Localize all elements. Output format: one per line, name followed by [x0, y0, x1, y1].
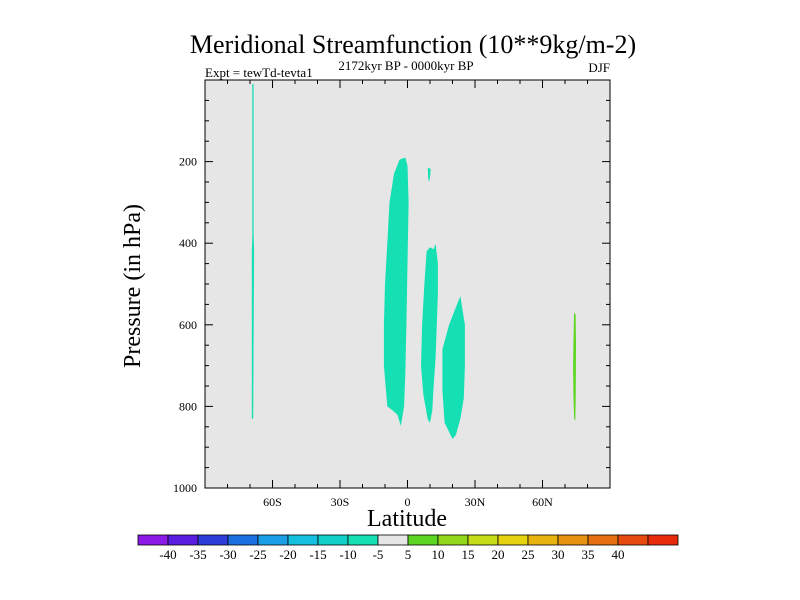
colorbar-label: -30 — [219, 547, 236, 562]
y-tick-label: 400 — [179, 236, 197, 250]
colorbar-swatch — [467, 534, 499, 546]
plot-area — [205, 80, 610, 488]
axes: 60S 30S 0 30N 60N 200 400 600 800 1000 — [173, 80, 610, 509]
y-tick-label: 800 — [179, 399, 197, 413]
colorbar-swatch — [527, 534, 559, 546]
x-tick-label: 30S — [331, 495, 350, 509]
x-axis-label: Latitude — [367, 506, 447, 532]
colorbar-label: 40 — [612, 547, 625, 562]
colorbar-label: -15 — [309, 547, 326, 562]
colorbar-label: -20 — [279, 547, 296, 562]
x-tick-label: 60N — [532, 495, 553, 509]
colorbar-label: -5 — [373, 547, 384, 562]
contour-region-negative-cell-20N — [442, 296, 465, 439]
colorbar-swatch — [227, 534, 259, 546]
x-tick-label: 60S — [263, 495, 282, 509]
y-tick-label: 1000 — [173, 481, 197, 495]
contour-region-negative-cell-10N — [421, 244, 438, 423]
contour-region-thin-negative-strip-60S — [251, 84, 255, 419]
colorbar: -40 -35 -30 -25 -20 -15 -10 -5 5 10 15 20 25 30 35 40 — [137, 534, 679, 562]
chart-title: Meridional Streamfunction (10**9kg/m-2) — [190, 30, 636, 59]
colorbar-swatch — [497, 534, 529, 546]
contour-region-equatorial-negative-cell — [383, 157, 409, 426]
colorbar-label: 15 — [462, 547, 475, 562]
colorbar-label: 35 — [582, 547, 595, 562]
y-axis-label: Pressure (in hPa) — [120, 204, 146, 368]
colorbar-label: -10 — [339, 547, 356, 562]
colorbar-label: 5 — [405, 547, 412, 562]
colorbar-swatch — [347, 534, 379, 546]
colorbar-label: 25 — [522, 547, 535, 562]
colorbar-swatch — [377, 534, 409, 546]
colorbar-swatch — [167, 534, 199, 546]
colorbar-swatch — [137, 534, 169, 546]
colorbar-swatch — [647, 534, 679, 546]
colorbar-swatch — [407, 534, 439, 546]
time-range-label: 2172kyr BP - 0000kyr BP — [338, 58, 473, 73]
colorbar-label: -35 — [189, 547, 206, 562]
colorbar-swatch — [287, 534, 319, 546]
colorbar-swatch — [617, 534, 649, 546]
colorbar-swatch — [587, 534, 619, 546]
contour-region-small-negative-spot — [427, 167, 431, 182]
contour-region-positive-strip-75N — [573, 312, 576, 421]
colorbar-swatch — [557, 534, 589, 546]
colorbar-swatch — [437, 534, 469, 546]
colorbar-label: -40 — [159, 547, 176, 562]
colorbar-label: -25 — [249, 547, 266, 562]
x-tick-label: 30N — [465, 495, 486, 509]
colorbar-label: 30 — [552, 547, 565, 562]
x-tick-label: 0 — [405, 495, 411, 509]
season-label: DJF — [588, 60, 610, 75]
colorbar-label: 20 — [492, 547, 505, 562]
y-tick-label: 600 — [179, 318, 197, 332]
colorbar-label: 10 — [432, 547, 445, 562]
contour-regions — [251, 84, 576, 439]
y-tick-label: 200 — [179, 155, 197, 169]
experiment-label: Expt = tewTd-tevta1 — [205, 65, 313, 80]
colorbar-swatch — [317, 534, 349, 546]
colorbar-swatch — [257, 534, 289, 546]
colorbar-swatch — [197, 534, 229, 546]
